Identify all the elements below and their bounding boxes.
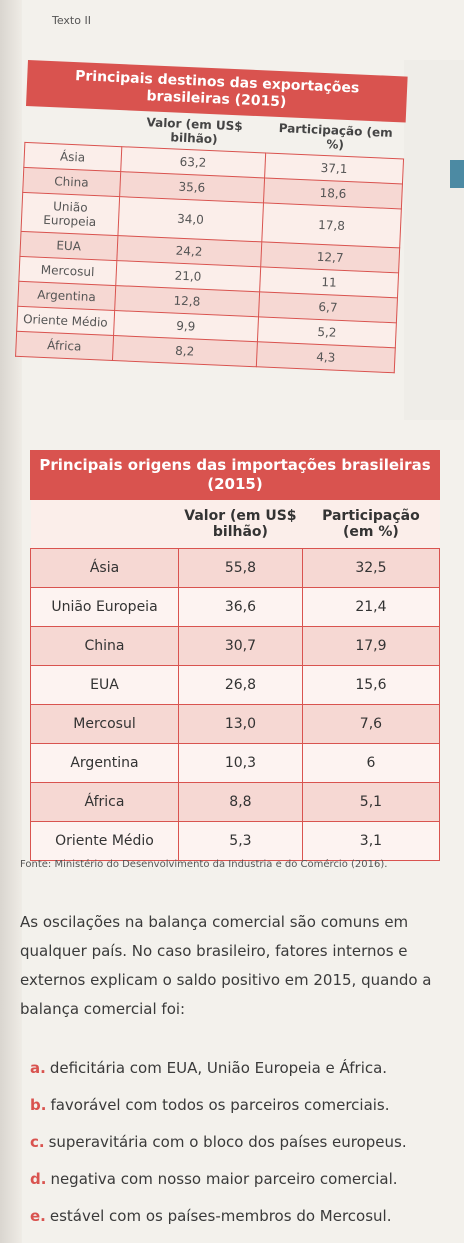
imports-header-value: Valor (em US$ bilhão) [178,499,303,548]
source-note: Fonte: Ministério do Desenvolvimento da … [20,859,388,870]
option-text: estável com os países-membros do Mercosu… [49,1207,392,1225]
option-b[interactable]: b. favorável com todos os parceiros comer… [30,1087,460,1124]
cell-country: China [30,625,179,666]
cell-country: África [30,781,179,822]
option-e[interactable]: e. estável com os países-membros do Merco… [30,1198,460,1235]
cell-country: Ásia [30,547,179,588]
cell-country: União Europeia [21,191,120,236]
cell-value: 10,3 [178,742,303,783]
exports-header-country [25,106,123,147]
cell-country: Mercosul [30,703,179,744]
table-row: China 30,7 17,9 [30,625,441,666]
cell-value: 8,2 [112,335,258,367]
cell-country: África [15,330,114,361]
cell-share: 15,6 [301,664,441,705]
option-text: deficitária com EUA, União Europeia e Áf… [49,1059,388,1077]
cell-country: Argentina [30,742,179,783]
cell-share: 6 [301,742,441,783]
exports-table: Principais destinos das exportações bras… [15,60,408,373]
option-text: negativa com nosso maior parceiro comerc… [50,1170,398,1188]
cell-value: 13,0 [178,703,303,744]
cell-country: União Europeia [30,586,179,627]
imports-table-title: Principais origens das importações brasi… [30,450,440,500]
table-row: Oriente Médio 5,3 3,1 [30,820,441,861]
table-row: União Europeia 36,6 21,4 [30,586,441,627]
imports-header-country [30,499,179,548]
cell-value: 36,6 [178,586,303,627]
exports-header-share: Participação (em %) [278,120,394,152]
cell-share: 17,8 [261,202,402,248]
cell-value: 26,8 [178,664,303,705]
left-page-margin [0,0,22,1243]
cell-share: 17,9 [301,625,441,666]
imports-header-share: Participação (em %) [302,499,440,548]
option-d[interactable]: d. negativa com nosso maior parceiro come… [30,1161,460,1198]
option-letter: d. [30,1170,47,1188]
exports-header-value: Valor (em US$ bilhão) [146,114,244,146]
option-letter: e. [30,1207,46,1225]
option-a[interactable]: a. deficitária com EUA, União Europeia e … [30,1050,460,1087]
page-label: Texto II [52,14,91,27]
option-letter: a. [30,1059,46,1077]
option-letter: c. [30,1133,45,1151]
answer-options: a. deficitária com EUA, União Europeia e … [30,1050,460,1235]
cell-share: 32,5 [301,547,441,588]
cell-share: 3,1 [301,820,441,861]
cell-share: 5,1 [301,781,441,822]
table-row: EUA 26,8 15,6 [30,664,441,705]
option-c[interactable]: c. superavitária com o bloco dos países e… [30,1124,460,1161]
table-row: Mercosul 13,0 7,6 [30,703,441,744]
cell-country: Oriente Médio [30,820,179,861]
cell-share: 21,4 [301,586,441,627]
cell-value: 55,8 [178,547,303,588]
cell-value: 8,8 [178,781,303,822]
page-tab-marker [450,160,464,188]
right-page-margin [404,60,464,420]
option-text: favorável com todos os parceiros comerci… [50,1096,390,1114]
imports-table: Principais origens das importações brasi… [30,450,441,861]
option-letter: b. [30,1096,47,1114]
cell-country: EUA [30,664,179,705]
table-row: Argentina 10,3 6 [30,742,441,783]
cell-value: 5,3 [178,820,303,861]
cell-value: 30,7 [178,625,303,666]
question-text: As oscilações na balança comercial são c… [20,913,432,1018]
option-text: superavitária com o bloco dos países eur… [48,1133,407,1151]
cell-share: 7,6 [301,703,441,744]
cell-value: 34,0 [117,196,264,242]
cell-share: 4,3 [256,341,396,373]
table-row: Ásia 55,8 32,5 [30,547,441,588]
table-row: África 8,8 5,1 [30,781,441,822]
